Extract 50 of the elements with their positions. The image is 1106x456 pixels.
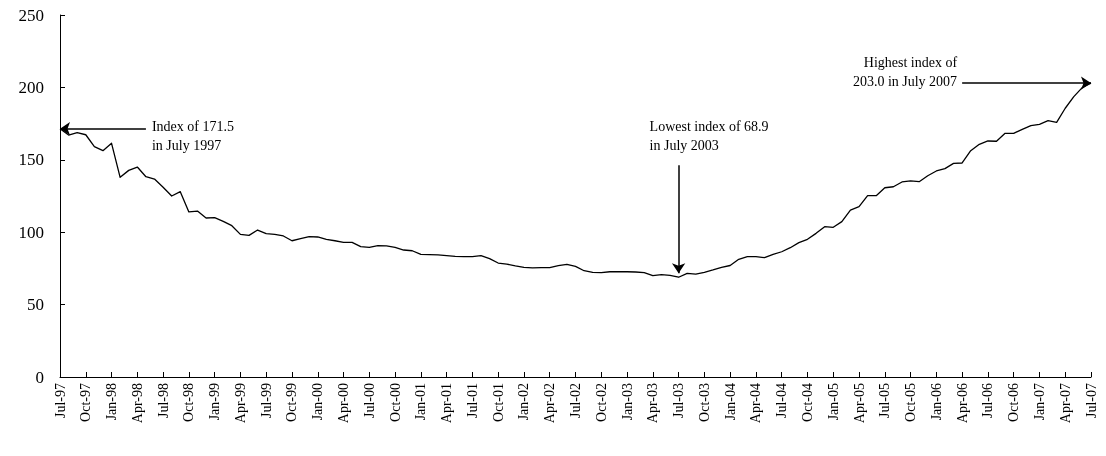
x-tick-label: Apr-03 bbox=[645, 383, 661, 424]
x-tick-label: Apr-02 bbox=[542, 383, 558, 424]
y-tick-label: 150 bbox=[18, 150, 44, 170]
x-tick-label: Apr-99 bbox=[232, 383, 248, 424]
x-tick-label: Jul-04 bbox=[774, 383, 790, 418]
x-tick-label: Oct-06 bbox=[1006, 383, 1022, 422]
x-tick-label: Apr-98 bbox=[129, 383, 145, 424]
y-tick-label: 200 bbox=[18, 77, 44, 97]
x-tick-label: Jul-07 bbox=[1083, 383, 1099, 418]
x-tick-label: Oct-97 bbox=[78, 383, 94, 422]
x-tick-label: Oct-02 bbox=[593, 383, 609, 422]
y-tick-label: 50 bbox=[27, 295, 44, 315]
x-tick-label: Jul-98 bbox=[155, 383, 171, 418]
x-tick-label: Jul-02 bbox=[568, 383, 583, 418]
x-tick-label: Jul-03 bbox=[671, 383, 687, 418]
x-tick-label: Jul-99 bbox=[258, 383, 274, 418]
x-tick-label: Oct-05 bbox=[903, 383, 919, 422]
x-tick-label: Oct-03 bbox=[696, 383, 712, 422]
x-tick-label: Jul-05 bbox=[877, 383, 893, 418]
x-tick-label: Oct-00 bbox=[387, 383, 403, 422]
x-tick-label: Jan-06 bbox=[928, 383, 944, 421]
x-tick-label: Jan-00 bbox=[310, 383, 326, 421]
y-tick-label: 100 bbox=[18, 222, 44, 242]
x-tick-label: Oct-98 bbox=[181, 383, 197, 422]
x-tick-label: Jan-02 bbox=[516, 383, 532, 421]
x-tick-label: Jul-01 bbox=[464, 383, 480, 418]
y-tick-label: 0 bbox=[35, 367, 44, 387]
x-tick-label: Oct-99 bbox=[284, 383, 300, 422]
x-tick-label: Apr-05 bbox=[851, 383, 867, 424]
x-tick-label: Apr-06 bbox=[954, 383, 970, 424]
x-tick-label: Jul-00 bbox=[361, 383, 377, 418]
x-tick-label: Jan-01 bbox=[413, 383, 429, 421]
x-tick-label: Jan-99 bbox=[207, 383, 223, 421]
annotation: Lowest index of 68.9 in July 2003 bbox=[649, 119, 769, 154]
y-tick-label: 250 bbox=[18, 5, 44, 25]
x-tick-label: Apr-07 bbox=[1057, 383, 1073, 424]
x-tick-label: Jan-03 bbox=[619, 383, 635, 421]
x-tick-label: Jul-97 bbox=[52, 383, 68, 418]
x-tick-label: Jan-07 bbox=[1031, 383, 1047, 421]
x-tick-label: Apr-04 bbox=[748, 383, 764, 424]
x-tick-label: Apr-01 bbox=[439, 383, 455, 424]
x-tick-label: Jul-06 bbox=[980, 383, 996, 418]
annotation: Highest index of 203.0 in July 2007 bbox=[852, 55, 958, 90]
x-tick-label: Oct-04 bbox=[799, 383, 815, 422]
x-tick-label: Oct-01 bbox=[490, 383, 506, 422]
annotation: Index of 171.5 in July 1997 bbox=[151, 118, 234, 153]
x-tick-label: Apr-00 bbox=[336, 383, 352, 424]
x-tick-label: Jan-04 bbox=[722, 383, 738, 421]
x-tick-label: Jan-98 bbox=[104, 383, 120, 421]
x-tick-label: Jan-05 bbox=[825, 383, 841, 421]
